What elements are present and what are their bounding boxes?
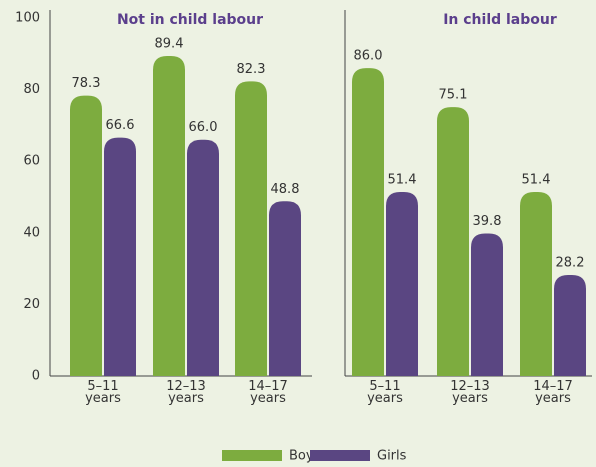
- value-label: 39.8: [473, 214, 502, 229]
- bar: [352, 68, 384, 377]
- value-label: 48.8: [271, 182, 300, 197]
- value-label: 66.0: [189, 120, 218, 135]
- bar: [554, 275, 586, 376]
- y-tick-label: 40: [23, 225, 40, 240]
- x-tick-label: 14–17 years: [533, 379, 573, 406]
- bar: [104, 137, 136, 376]
- bar: [437, 107, 469, 376]
- value-label: 89.4: [155, 36, 184, 51]
- x-tick-label: 5–11 years: [85, 379, 121, 406]
- bar: [235, 81, 267, 376]
- x-tick-label: 12–13 years: [450, 379, 490, 406]
- legend-swatch: [310, 450, 370, 461]
- x-tick-label: 14–17 years: [248, 379, 288, 406]
- bar: [269, 201, 301, 376]
- y-tick-label: 80: [23, 82, 40, 97]
- x-tick-label: 5–11 years: [367, 379, 403, 406]
- value-label: 66.6: [106, 118, 135, 133]
- bar: [70, 95, 102, 376]
- legend-swatch: [222, 450, 282, 461]
- y-tick-label: 20: [23, 297, 40, 312]
- y-tick-label: 0: [32, 369, 40, 384]
- bar: [187, 139, 219, 376]
- value-label: 78.3: [72, 76, 101, 91]
- x-tick-label: 12–13 years: [166, 379, 206, 406]
- bar: [471, 233, 503, 376]
- value-label: 82.3: [237, 62, 266, 77]
- value-label: 51.4: [522, 172, 551, 187]
- legend-label: Girls: [377, 449, 407, 464]
- value-label: 51.4: [388, 172, 417, 187]
- bar: [520, 191, 552, 376]
- panel-title: In child labour: [443, 12, 557, 28]
- value-label: 86.0: [354, 49, 383, 64]
- value-label: 75.1: [439, 88, 468, 103]
- bar: [386, 191, 418, 376]
- value-label: 28.2: [556, 256, 585, 271]
- bar: [153, 55, 185, 377]
- y-tick-label: 100: [15, 11, 40, 26]
- y-tick-label: 60: [23, 154, 40, 169]
- panel-title: Not in child labour: [117, 12, 263, 28]
